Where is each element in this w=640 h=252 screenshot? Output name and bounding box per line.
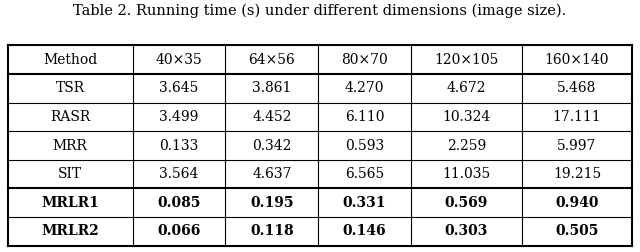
Text: 0.940: 0.940	[556, 196, 599, 210]
Text: 6.110: 6.110	[345, 110, 385, 124]
Text: Method: Method	[43, 53, 97, 67]
Text: 0.133: 0.133	[159, 139, 198, 152]
Text: 0.118: 0.118	[250, 224, 294, 238]
Text: SIT: SIT	[58, 167, 82, 181]
Text: MRLR2: MRLR2	[41, 224, 99, 238]
Text: 0.331: 0.331	[343, 196, 387, 210]
Text: 2.259: 2.259	[447, 139, 486, 152]
Text: 17.111: 17.111	[553, 110, 602, 124]
Text: 4.452: 4.452	[252, 110, 292, 124]
Text: 3.564: 3.564	[159, 167, 198, 181]
Text: 0.066: 0.066	[157, 224, 201, 238]
Text: 11.035: 11.035	[442, 167, 490, 181]
Text: 3.645: 3.645	[159, 81, 198, 95]
Text: 0.146: 0.146	[343, 224, 387, 238]
Text: 4.672: 4.672	[447, 81, 486, 95]
Text: 4.270: 4.270	[345, 81, 385, 95]
Text: 64×56: 64×56	[248, 53, 295, 67]
Text: 0.342: 0.342	[252, 139, 291, 152]
Text: 3.499: 3.499	[159, 110, 198, 124]
Text: MRLR1: MRLR1	[41, 196, 99, 210]
Text: MRR: MRR	[52, 139, 88, 152]
Text: 0.085: 0.085	[157, 196, 201, 210]
Text: 6.565: 6.565	[345, 167, 384, 181]
Text: 0.593: 0.593	[345, 139, 384, 152]
Text: 19.215: 19.215	[553, 167, 601, 181]
Text: 0.569: 0.569	[445, 196, 488, 210]
Text: 0.303: 0.303	[445, 224, 488, 238]
Text: 10.324: 10.324	[442, 110, 490, 124]
Text: RASR: RASR	[50, 110, 90, 124]
Text: 0.195: 0.195	[250, 196, 294, 210]
Text: 4.637: 4.637	[252, 167, 292, 181]
Text: Table 2. Running time (s) under different dimensions (image size).: Table 2. Running time (s) under differen…	[74, 4, 566, 18]
Text: TSR: TSR	[56, 81, 84, 95]
Text: 120×105: 120×105	[434, 53, 499, 67]
Text: 5.997: 5.997	[557, 139, 596, 152]
Text: 80×70: 80×70	[341, 53, 388, 67]
Text: 0.505: 0.505	[556, 224, 598, 238]
Text: 40×35: 40×35	[156, 53, 202, 67]
Text: 160×140: 160×140	[545, 53, 609, 67]
Text: 5.468: 5.468	[557, 81, 596, 95]
Text: 3.861: 3.861	[252, 81, 291, 95]
